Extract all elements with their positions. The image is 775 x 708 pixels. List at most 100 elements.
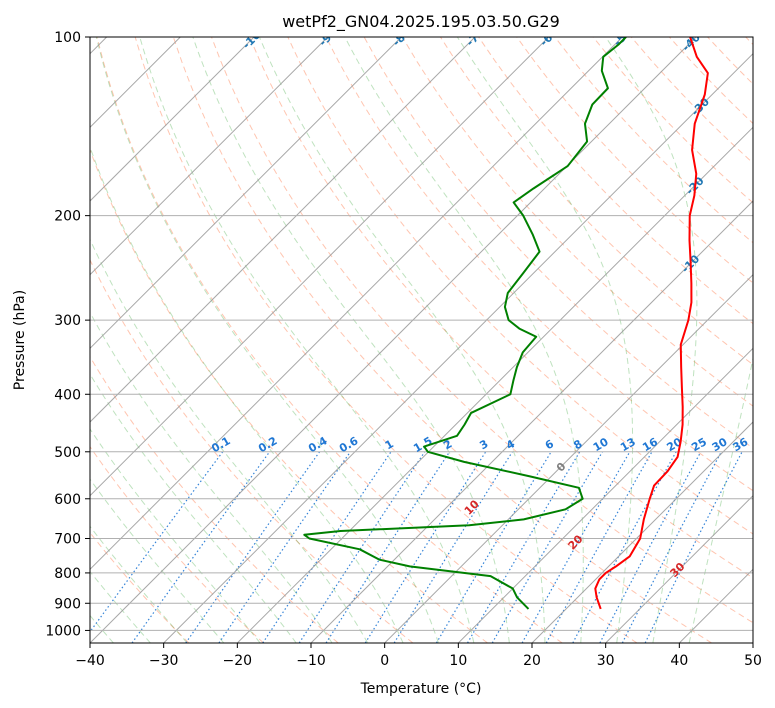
mixing-ratio-line — [545, 451, 653, 643]
isotherm-line — [90, 37, 255, 202]
isotherm-label: -90 — [316, 25, 339, 48]
y-tick-label: 400 — [54, 387, 81, 403]
moist-adiabat — [90, 238, 369, 643]
mixing-ratio-line — [325, 451, 451, 643]
isotherm-line — [90, 37, 329, 276]
mixing-ratio-lines — [90, 451, 743, 643]
profile-lines — [303, 37, 709, 610]
isotherm-line — [236, 126, 753, 643]
dry-adiabat — [707, 37, 753, 85]
moist-adiabat — [344, 37, 584, 643]
moist-adiabat — [90, 145, 404, 643]
moist-adiabat — [90, 311, 333, 643]
mixing-ratio-label: 4 — [504, 437, 517, 452]
isotherm-line — [90, 37, 623, 571]
dry-adiabat — [172, 37, 712, 643]
isotherm-line — [90, 37, 697, 643]
moist-adiabat — [688, 356, 753, 643]
moist-adiabat — [90, 373, 297, 643]
y-tick-label: 100 — [54, 30, 81, 46]
dry-adiabat — [287, 37, 753, 535]
x-tick-label: 10 — [449, 653, 467, 669]
dry-adiabat — [440, 37, 753, 366]
isotherm-label: -70 — [464, 25, 487, 48]
mixing-ratio-line — [90, 451, 224, 633]
mixing-ratio-line — [364, 451, 487, 643]
isotherm-line — [310, 200, 753, 643]
dry-adiabat — [90, 258, 414, 643]
pressure-gridlines — [90, 37, 753, 631]
y-tick-label: 800 — [54, 566, 81, 582]
mixing-ratio-label: 3 — [477, 437, 490, 452]
dry-adiabat — [211, 37, 753, 624]
moist-adiabat — [192, 37, 510, 643]
dry-adiabat — [669, 37, 753, 125]
dry-adiabat — [90, 148, 488, 643]
x-tick-label: 40 — [670, 653, 688, 669]
dry-adiabat — [592, 37, 753, 204]
y-tick-label: 700 — [54, 532, 81, 548]
isotherms — [90, 37, 753, 643]
dry-adiabat — [90, 445, 264, 643]
x-tick-label: −40 — [75, 653, 105, 669]
dry-adiabat — [516, 37, 753, 284]
y-tick-label: 500 — [54, 445, 81, 461]
isotherm-line — [752, 642, 753, 643]
mixing-ratio-line — [435, 451, 552, 643]
moist-adiabat — [90, 478, 225, 643]
moist-adiabats — [90, 37, 753, 643]
isotherm-line — [90, 37, 550, 497]
y-axis-ticks: 100 200 300 400 500 600 700 800 900 1000 — [45, 30, 90, 639]
mixing-ratio-line — [218, 451, 351, 643]
mixing-ratio-label: 6 — [543, 437, 556, 452]
x-tick-label: 0 — [380, 653, 389, 669]
isotherm-line — [605, 494, 753, 643]
mixing-ratio-line — [521, 451, 631, 643]
y-tick-label: 600 — [54, 492, 81, 508]
mixing-ratio-line — [644, 451, 743, 643]
moist-adiabat — [139, 37, 475, 643]
isotherm-label: -50 — [611, 25, 634, 48]
mixing-ratio-line — [262, 451, 392, 643]
x-axis-label: Temperature (°C) — [360, 681, 482, 697]
dry-adiabat — [249, 37, 753, 579]
dry-adiabat — [745, 37, 753, 46]
y-tick-label: 900 — [54, 596, 81, 612]
x-tick-label: −30 — [149, 653, 179, 669]
isotherm-line — [90, 37, 402, 350]
plot-frame — [89, 36, 754, 644]
moist-adiabat — [90, 525, 188, 643]
isotherm-label: -80 — [390, 25, 413, 48]
chart-title: wetPf2_GN04.2025.195.03.50.G29 — [282, 12, 560, 32]
dry-adiabat — [554, 37, 753, 244]
dry-adiabat — [134, 37, 638, 643]
moist-adiabat — [90, 428, 261, 643]
isotherm-line — [457, 347, 753, 643]
moist-adiabat — [605, 37, 698, 643]
mixing-ratio-line — [131, 451, 271, 643]
x-axis-ticks: −40 −30 −20 −10 0 10 20 30 40 50 — [75, 643, 762, 669]
isotherm-line — [384, 273, 753, 643]
plot-area: 0.1 0.2 0.4 0.6 1 1.5 2 3 4 6 8 10 13 16 20 25 30 36-100-… — [90, 25, 753, 643]
y-tick-label: 1000 — [45, 623, 81, 639]
moist-adiabat — [258, 37, 546, 643]
moist-adiabat — [95, 37, 439, 643]
x-tick-label: −10 — [296, 653, 326, 669]
isotherm-label: -60 — [537, 25, 560, 48]
isotherm-line — [163, 52, 753, 643]
dry-adiabat — [90, 355, 339, 643]
dry-adiabats — [90, 37, 753, 643]
dewpoint-line — [303, 37, 627, 610]
dry-adiabat — [96, 37, 563, 643]
moist-adiabat — [456, 37, 634, 643]
dry-adiabat — [90, 531, 190, 643]
moist-adiabat — [90, 570, 151, 643]
y-tick-label: 200 — [54, 209, 81, 225]
mixing-ratio-line — [298, 451, 426, 643]
isotherm-line — [90, 37, 476, 423]
temperature-line — [594, 37, 709, 610]
y-tick-label: 300 — [54, 313, 81, 329]
y-axis-label: Pressure (hPa) — [12, 290, 28, 390]
x-tick-label: 50 — [744, 653, 762, 669]
